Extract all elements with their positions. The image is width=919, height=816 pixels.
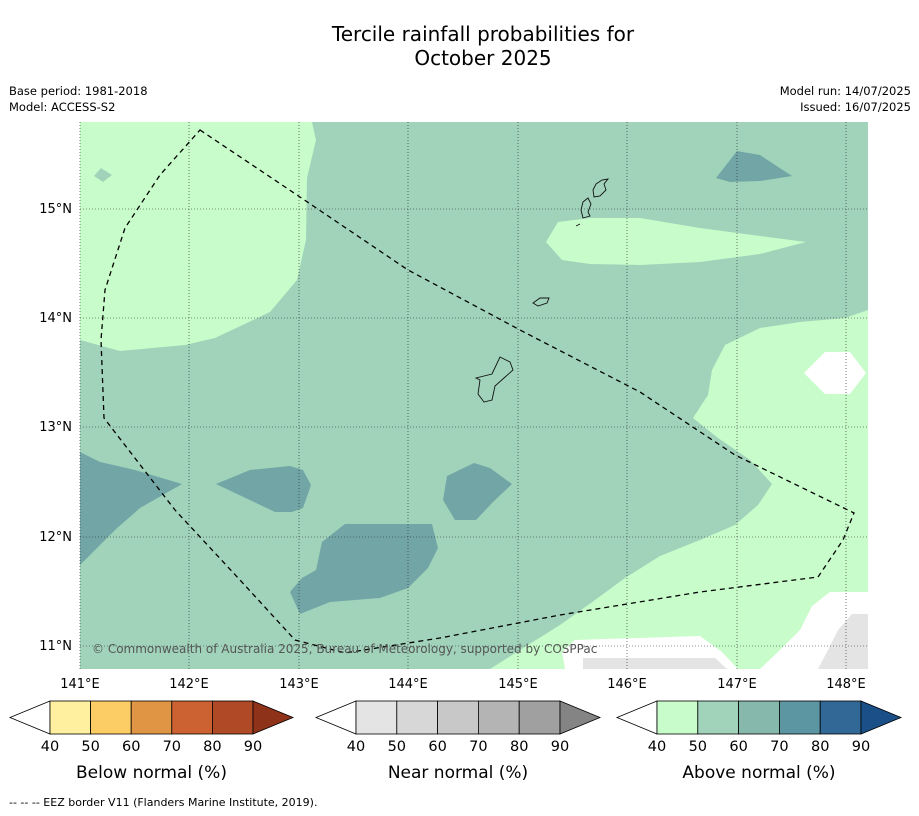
map-figure: © Commonwealth of Australia 2025, Bureau… [8,122,903,783]
colorbar-extend-low [615,700,658,735]
eez-border-legend: -- -- -- EEZ border V11 (Flanders Marine… [9,796,318,809]
colorbar-tick-label: 90 [551,739,569,755]
colorbar-segment [396,700,438,735]
island-tinian [580,197,592,219]
colorbar-tick-label: 70 [770,739,788,755]
colorbar-segment [656,700,699,735]
colorbar-near-normal: 40 50 60 70 80 90 Near normal (%) [314,700,602,783]
lon-label-144: 144°E [388,677,428,692]
colorbar-segment [49,700,91,735]
above-normal-40-50-ne [546,218,806,265]
colorbar-extend-low [314,700,357,735]
above-normal-60-70-patch-ne [716,151,792,182]
title-line-2: October 2025 [414,46,552,70]
colorbar-title: Below normal (%) [76,763,227,783]
island-guam [474,356,514,403]
colorbar-tick-label: 40 [648,739,666,755]
colorbar-extend-high [252,700,295,735]
colorbar-tick-label: 60 [729,739,747,755]
meta-right: Model run: 14/07/2025 Issued: 16/07/2025 [780,83,911,115]
model-run: Model run: 14/07/2025 [779,84,911,98]
colorbar-segment [211,700,254,735]
lon-label-143: 143°E [279,677,319,692]
colorbar-segment [819,700,862,735]
colorbar-below-normal: 40 50 60 70 80 90 Below normal (%) [8,700,295,783]
colorbar-segment [697,700,739,735]
above-normal-60-70-patch-1 [216,466,311,512]
colorbar-segment [355,700,398,735]
island-rota [532,297,550,307]
colorbar-segment [130,700,173,735]
lon-label-142: 142°E [169,677,209,692]
colorbar-segment [738,700,780,735]
model-name: Model: ACCESS-S2 [9,100,116,114]
colorbar-extend-low [8,700,51,735]
island-saipan [592,178,610,198]
near-normal-40-50-se [818,614,868,669]
colorbar-segment [779,700,821,735]
colorbar-tick-label: 60 [428,739,446,755]
lat-label-14: 14°N [39,311,72,326]
colorbar-tick-label: 90 [244,739,262,755]
lat-label-13: 13°N [39,420,72,435]
colorbar-tick-label: 80 [811,739,829,755]
lon-label-141: 141°E [60,677,100,692]
above-normal-50-60-speck [94,168,112,182]
colorbar-tick-label: 40 [347,739,365,755]
above-normal-60-70-west [80,452,182,565]
colorbar-tick-label: 70 [469,739,487,755]
colorbar-tick-label: 80 [510,739,528,755]
copyright-text: © Commonwealth of Australia 2025, Bureau… [92,642,597,656]
colorbar-tick-label: 80 [203,739,221,755]
eez-border [100,129,855,654]
near-normal-40-50-south [583,658,727,669]
above-normal-40-50-nw [80,122,316,351]
colorbar-segment [518,700,561,735]
colorbar-segment [171,700,213,735]
lon-label-147: 147°E [717,677,757,692]
issued-date: Issued: 16/07/2025 [800,100,911,114]
colorbar-extend-high [860,700,903,735]
island-aguijan [575,223,581,227]
colorbar-title: Above normal (%) [682,763,835,783]
colorbar-segment [90,700,132,735]
map-title: Tercile rainfall probabilities for Octob… [0,22,919,70]
no-signal-area-east [804,352,866,394]
longitude-labels: 141°E 142°E 143°E 144°E 145°E 146°E 147°… [60,677,866,692]
lon-label-148: 148°E [826,677,866,692]
colorbar-segment [477,700,520,735]
colorbar-tick-label: 50 [689,739,707,755]
lat-label-12: 12°N [39,530,72,545]
title-line-1: Tercile rainfall probabilities for [331,22,635,46]
lon-label-146: 146°E [607,677,647,692]
graticule [79,122,868,669]
colorbar-above-normal: 40 50 60 70 80 90 Above normal (%) [615,700,903,783]
meta-left: Base period: 1981-2018 Model: ACCESS-S2 [9,83,148,115]
base-period: Base period: 1981-2018 [9,84,148,98]
above-normal-60-70-patch-2 [443,463,512,520]
lat-label-11: 11°N [39,639,72,654]
colorbar-segment [437,700,479,735]
colorbar-tick-label: 90 [852,739,870,755]
probability-field [80,122,868,669]
above-normal-60-70-patch-3 [290,524,438,614]
colorbar-title: Near normal (%) [388,763,528,783]
islands [474,178,610,403]
colorbar-tick-label: 60 [122,739,140,755]
colorbar-tick-label: 70 [163,739,181,755]
latitude-labels: 15°N 14°N 13°N 12°N 11°N [39,202,72,654]
colorbar-tick-label: 40 [41,739,59,755]
lon-label-145: 145°E [498,677,538,692]
colorbar-tick-label: 50 [388,739,406,755]
lat-label-15: 15°N [39,202,72,217]
colorbar-tick-label: 50 [81,739,99,755]
colorbar-extend-high [559,700,602,735]
above-normal-40-50-se [490,310,868,669]
